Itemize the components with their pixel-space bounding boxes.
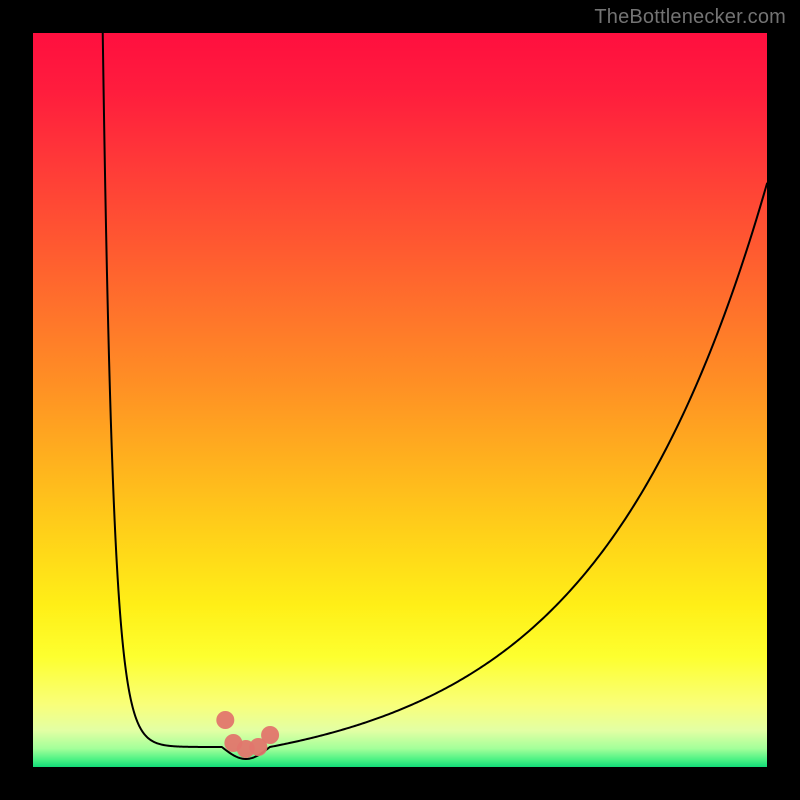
data-marker bbox=[261, 726, 279, 744]
chart-svg bbox=[33, 33, 767, 767]
gradient-background bbox=[33, 33, 767, 767]
plot-area bbox=[33, 33, 767, 767]
watermark-text: TheBottlenecker.com bbox=[594, 6, 786, 29]
chart-container: TheBottlenecker.com bbox=[0, 0, 800, 800]
data-marker bbox=[216, 711, 234, 729]
